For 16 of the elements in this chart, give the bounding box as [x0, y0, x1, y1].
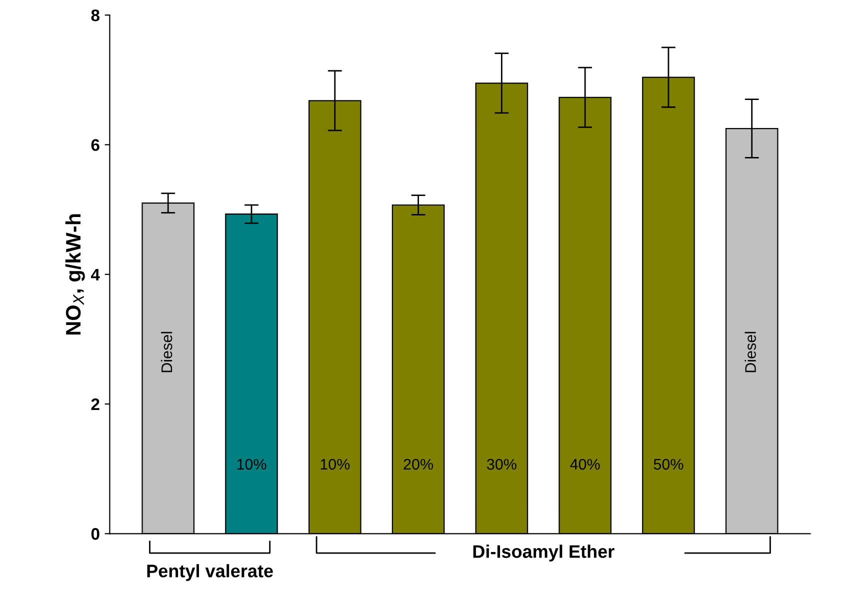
x-tick-label: 20%: [404, 458, 434, 470]
y-axis-title: NO$_{X}$, g/kW-h: [65, 214, 85, 335]
y-tick-label: 2: [91, 398, 100, 410]
y-tick-label: 8: [91, 9, 100, 22]
y-tick-label: 4: [90, 268, 100, 280]
x-tick-label: 50%: [654, 458, 684, 470]
x-tick-label: 40%: [570, 458, 600, 470]
x-tick-label: 10%: [237, 458, 266, 470]
x-tick-label: 30%: [486, 458, 516, 470]
x-tick-label: Diesel: [744, 332, 756, 372]
text: Pentyl valerate: [147, 564, 273, 581]
y-tick-label: 0: [91, 528, 100, 540]
y-tick-label: 6: [91, 139, 100, 151]
x-tick-label: Diesel: [160, 332, 172, 372]
text: Di-Isoamyl Ether: [473, 544, 614, 562]
x-tick-label: 10%: [320, 458, 350, 470]
